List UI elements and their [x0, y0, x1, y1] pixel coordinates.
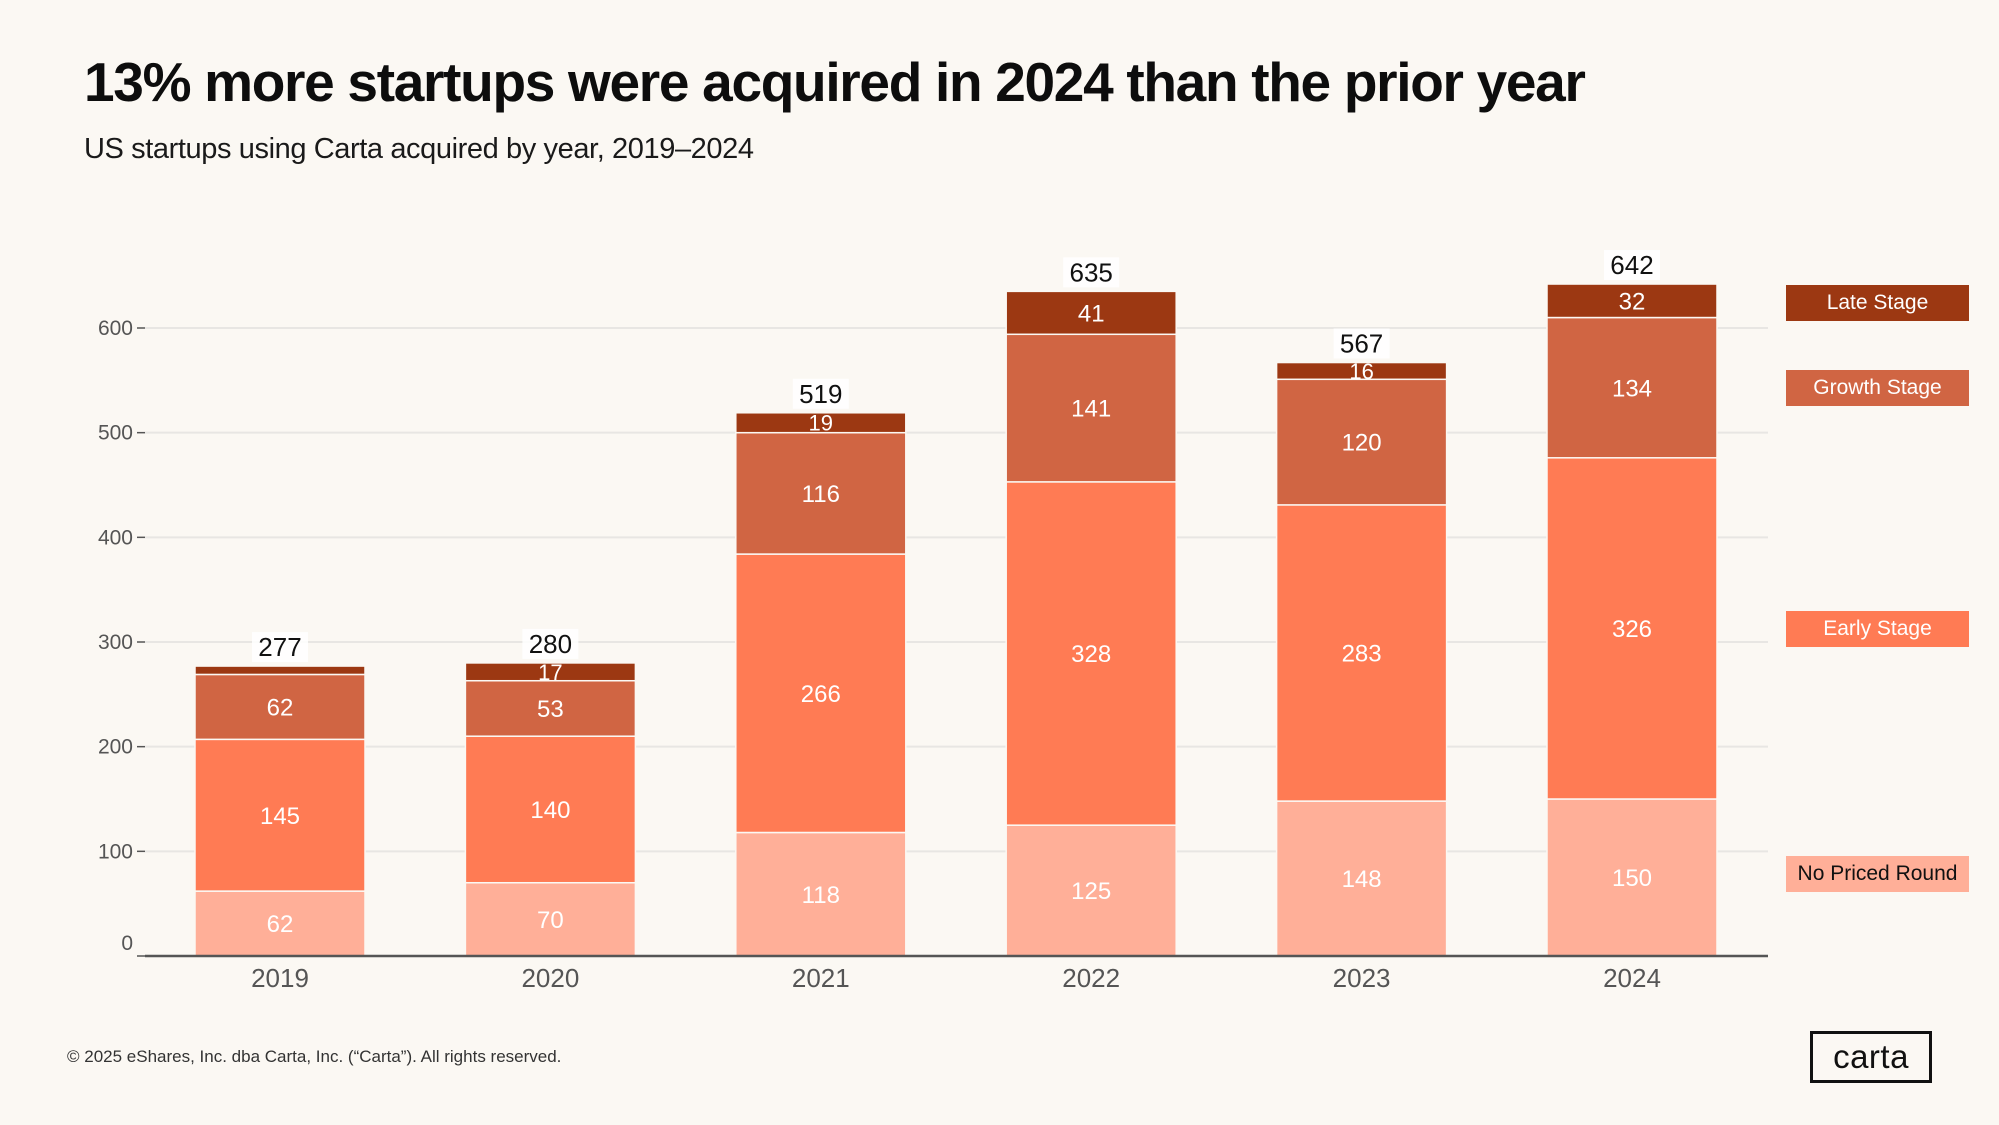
bar-segment-late-stage	[194, 665, 366, 676]
bar-segment-growth-stage	[1546, 316, 1718, 459]
chart-title: 13% more startups were acquired in 2024 …	[84, 51, 1586, 113]
legend-label: Growth Stage	[1813, 376, 1942, 399]
segment-value-label: 150	[1612, 865, 1652, 892]
segment-labels: 62 145 62 70 140 53 17 118 266 116 19 125 328 141 41 14…	[260, 288, 1652, 938]
segment-value-label: 140	[530, 797, 570, 824]
total-label-background	[252, 632, 308, 663]
segment-value-label: 328	[1071, 641, 1111, 668]
bar-segment-no-priced-round	[1275, 800, 1448, 957]
x-tick-label: 2023	[1333, 963, 1391, 993]
segment-value-label: 125	[1071, 878, 1111, 905]
total-label-background	[1333, 328, 1390, 359]
segment-value-label: 62	[267, 911, 294, 938]
segment-value-label: 19	[809, 411, 833, 436]
total-value-label: 642	[1610, 250, 1653, 280]
legend-label: Early Stage	[1823, 617, 1932, 640]
bar-segment-early-stage	[1546, 457, 1718, 800]
bar-segment-growth-stage	[1275, 378, 1448, 506]
carta-logo: carta	[1810, 1031, 1932, 1083]
segment-value-label: 53	[537, 696, 564, 723]
total-value-label: 567	[1340, 329, 1383, 359]
y-tick-label: 400	[98, 526, 133, 549]
y-tick-label: 500	[98, 422, 133, 445]
y-tick-label: 600	[98, 317, 133, 340]
bar-segment-late-stage	[464, 662, 637, 682]
bar-segment-early-stage	[1275, 504, 1448, 802]
total-label-background	[1063, 257, 1120, 288]
bars	[194, 283, 1718, 957]
total-value-label: 519	[799, 379, 842, 409]
segment-value-label: 116	[802, 481, 840, 508]
segment-value-label: 62	[267, 695, 294, 722]
segment-value-label: 283	[1342, 641, 1382, 668]
bar-segment-early-stage	[464, 735, 637, 884]
bar-segment-late-stage	[1275, 361, 1448, 381]
legend-late-stage: Late Stage	[1786, 285, 1969, 321]
legend-label: No Priced Round	[1797, 862, 1958, 885]
segment-value-label: 145	[260, 803, 300, 830]
x-tick-label: 2019	[251, 963, 309, 993]
segment-value-label: 32	[1619, 288, 1646, 315]
segment-value-label: 148	[1342, 866, 1382, 893]
total-value-label: 635	[1070, 257, 1113, 287]
bar-segment-growth-stage	[194, 673, 366, 741]
x-tick-label: 2024	[1603, 963, 1661, 993]
total-label-background	[1604, 250, 1660, 281]
segment-value-label: 70	[537, 907, 564, 934]
segment-value-label: 141	[1071, 396, 1111, 423]
segment-value-label: 17	[538, 660, 562, 685]
segment-value-label: 16	[1349, 359, 1373, 384]
y-tick-label: 200	[98, 736, 133, 759]
bar-segment-early-stage	[735, 553, 907, 834]
y-tick-label: 300	[98, 631, 133, 654]
x-tick-label: 2021	[792, 963, 850, 993]
legend-no-priced-round: No Priced Round	[1786, 856, 1969, 892]
total-value-label: 277	[258, 632, 301, 662]
bar-segment-late-stage	[1005, 290, 1177, 336]
segment-value-label: 118	[802, 882, 840, 909]
segment-value-label: 134	[1612, 375, 1652, 402]
y-tick-label: 100	[98, 840, 133, 863]
segment-value-label: 120	[1342, 430, 1382, 457]
bar-segment-late-stage	[1546, 283, 1718, 319]
legend-early-stage: Early Stage	[1786, 611, 1969, 647]
bar-segment-no-priced-round	[735, 831, 907, 957]
legend-label: Late Stage	[1826, 291, 1929, 314]
x-tick-label: 2022	[1062, 963, 1120, 993]
bar-segment-growth-stage	[735, 431, 907, 555]
total-value-label: 280	[529, 629, 572, 659]
total-labels: 277 280 519 635 567 642	[252, 250, 1660, 663]
copyright-footer: © 2025 eShares, Inc. dba Carta, Inc. (“C…	[67, 1047, 562, 1066]
bar-segment-early-stage	[194, 738, 366, 892]
legend-growth-stage: Growth Stage	[1786, 370, 1969, 406]
segment-value-label: 41	[1078, 300, 1105, 327]
total-label-background	[522, 628, 579, 659]
bar-segment-late-stage	[735, 412, 907, 434]
y-axis: 0 100 200 300 400 500 600	[98, 317, 145, 957]
gridlines	[145, 327, 1768, 853]
x-axis: 2019 2020 2021 2022 2023 2024	[145, 954, 1768, 993]
segment-value-label: 266	[801, 681, 841, 708]
segment-value-label: 326	[1612, 616, 1652, 643]
y-tick-label: 0	[121, 932, 133, 955]
bar-segment-early-stage	[1005, 481, 1177, 826]
chart-subtitle: US startups using Carta acquired by year…	[84, 133, 754, 165]
x-tick-label: 2020	[521, 963, 579, 993]
bar-segment-growth-stage	[1005, 333, 1177, 483]
bar-segment-no-priced-round	[464, 881, 637, 957]
bar-segment-growth-stage	[464, 679, 637, 737]
total-label-background	[792, 378, 849, 409]
bar-segment-no-priced-round	[1546, 798, 1718, 957]
